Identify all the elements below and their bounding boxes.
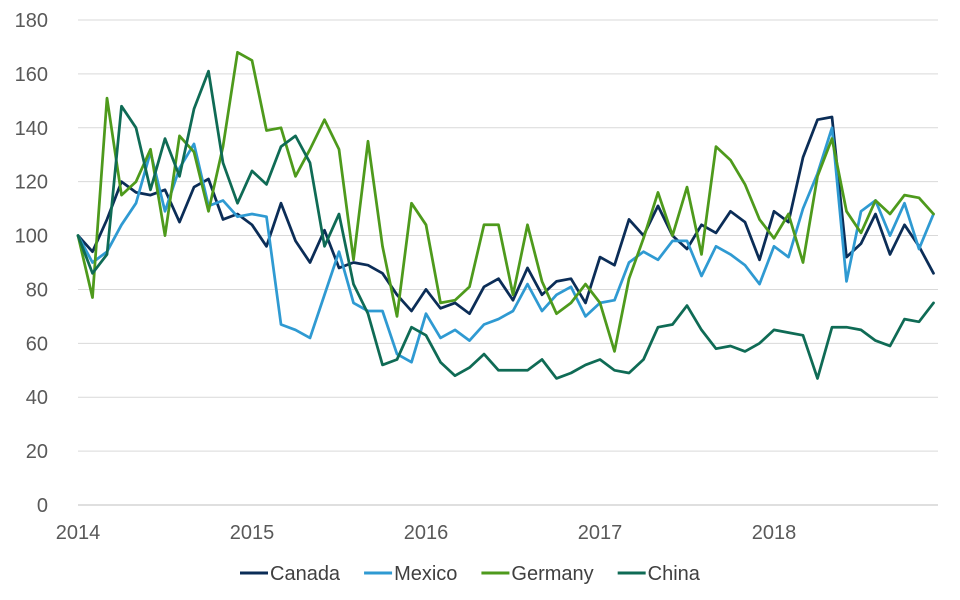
x-tick-label: 2018 [752, 522, 797, 544]
y-tick-label: 0 [37, 495, 48, 517]
series-line-canada [76, 115, 935, 316]
series-line-mexico [76, 126, 935, 364]
legend-label: Mexico [394, 563, 457, 585]
x-tick-label: 2015 [230, 522, 275, 544]
gridlines [78, 19, 938, 506]
x-tick-label: 2014 [56, 522, 101, 544]
x-tick-label: 2017 [578, 522, 623, 544]
legend-item-germany: Germany [481, 563, 594, 585]
y-tick-label: 180 [15, 10, 48, 32]
x-axis-ticks: 2014 2015 2016 2017 2018 [56, 522, 797, 544]
y-tick-label: 20 [26, 441, 48, 463]
series-line-germany [76, 50, 935, 353]
y-tick-label: 160 [15, 64, 48, 86]
x-tick-label: 2016 [404, 522, 449, 544]
y-tick-label: 80 [26, 279, 48, 301]
y-tick-label: 100 [15, 226, 48, 248]
y-tick-label: 140 [15, 118, 48, 140]
legend-label: Canada [270, 563, 341, 585]
legend-item-mexico: Mexico [364, 563, 457, 585]
legend: Canada Mexico Germany China [240, 563, 701, 585]
legend-item-canada: Canada [240, 563, 341, 585]
legend-item-china: China [617, 563, 701, 585]
y-tick-label: 40 [26, 387, 48, 409]
legend-label: China [648, 563, 701, 585]
y-tick-label: 60 [26, 333, 48, 355]
y-tick-label: 120 [15, 172, 48, 194]
series-lines [76, 50, 935, 380]
series-line-china [76, 69, 935, 380]
y-axis-ticks: 0 20 40 60 80 100 120 140 160 180 [15, 10, 48, 517]
legend-label: Germany [511, 563, 593, 585]
